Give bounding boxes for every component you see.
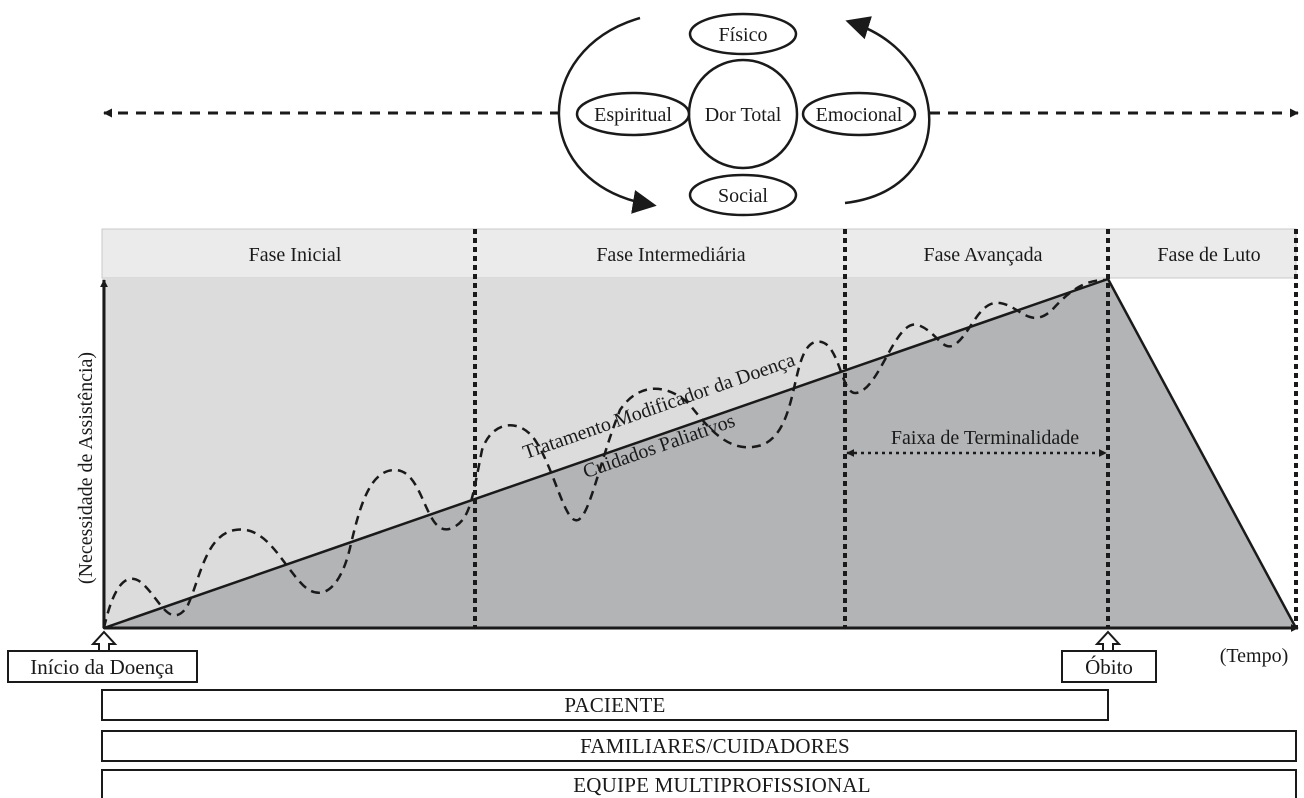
emocional-ellipse xyxy=(801,91,917,137)
y-axis-label: (Necessidade de Assistência) xyxy=(75,352,97,584)
family-band-label: FAMILIARES/CUIDADORES xyxy=(580,734,850,758)
phase-dividers xyxy=(473,229,1298,628)
social-label: Social xyxy=(718,185,768,207)
team-band xyxy=(101,769,1297,798)
fisico-ellipse xyxy=(688,12,798,56)
patient-band-label: PACIENTE xyxy=(564,693,665,717)
phase-advanced-label: Fase Avançada xyxy=(923,244,1042,266)
phase-intermediate-label: Fase Intermediária xyxy=(596,244,745,266)
phase-grief-label: Fase de Luto xyxy=(1157,244,1260,266)
espiritual-ellipse xyxy=(575,91,691,137)
total-pain-cluster: Dor Total Físico Espiritual Emocional So… xyxy=(103,12,1299,217)
onset-label: Início da Doença xyxy=(30,655,174,679)
family-band xyxy=(101,730,1297,762)
patient-band xyxy=(101,689,1109,721)
team-band-label: EQUIPE MULTIPROFISSIONAL xyxy=(573,773,870,797)
death-label: Óbito xyxy=(1085,655,1133,679)
emocional-label: Emocional xyxy=(816,104,903,126)
palliative-care-curve xyxy=(102,278,1106,629)
terminality-range-label: Faixa de Terminalidade xyxy=(891,427,1079,449)
onset-box xyxy=(7,650,198,683)
dor-total-label: Dor Total xyxy=(705,104,782,126)
cycle-arrow-left xyxy=(557,16,657,214)
onset-marker-icon xyxy=(90,630,118,653)
social-ellipse xyxy=(688,173,798,217)
cycle-arrow-right xyxy=(844,16,931,205)
x-axis-label: (Tempo) xyxy=(1220,645,1289,667)
phase-initial-label: Fase Inicial xyxy=(249,244,342,266)
death-marker-icon xyxy=(1094,630,1122,653)
espiritual-label: Espiritual xyxy=(594,104,672,126)
fisico-label: Físico xyxy=(719,24,768,46)
death-box xyxy=(1061,650,1157,683)
